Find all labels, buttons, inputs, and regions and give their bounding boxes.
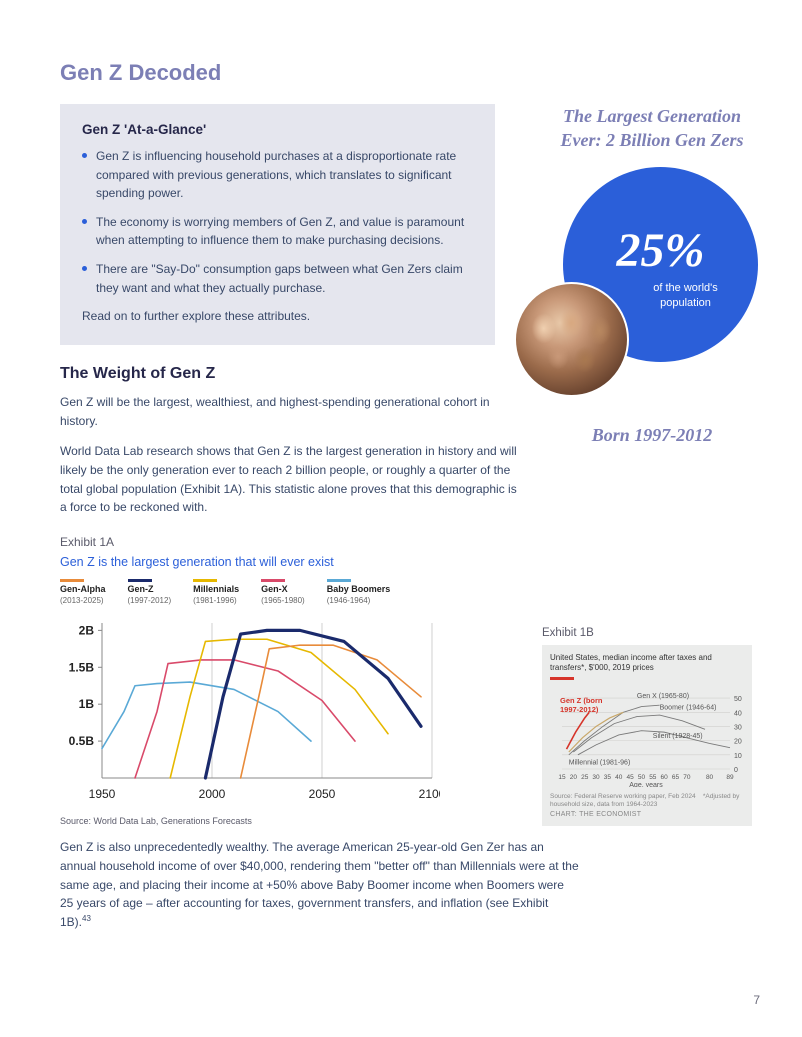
at-a-glance-box: Gen Z 'At-a-Glance' Gen Z is influencing… xyxy=(60,104,495,345)
glance-footer-text: Read on to further explore these attribu… xyxy=(82,307,473,325)
top-content-row: Gen Z 'At-a-Glance' Gen Z is influencing… xyxy=(60,104,752,529)
svg-text:1.5B: 1.5B xyxy=(69,660,95,674)
glance-bullet: There are "Say-Do" consumption gaps betw… xyxy=(82,260,473,297)
svg-text:60: 60 xyxy=(661,774,669,781)
svg-text:20: 20 xyxy=(734,738,742,745)
left-column: Gen Z 'At-a-Glance' Gen Z is influencing… xyxy=(60,104,532,529)
weight-paragraph-2: World Data Lab research shows that Gen Z… xyxy=(60,442,520,516)
caption-left: Source: Federal Reserve working paper, F… xyxy=(550,793,696,800)
exhibit-1a-chart: 1950 2000 2050 2100 0.5B 1B 1.5B 2B Source: Wor… xyxy=(60,615,440,826)
circle-stat-sub: of the world's population xyxy=(641,281,731,311)
footnote-ref: 43 xyxy=(82,914,91,923)
svg-text:55: 55 xyxy=(649,774,657,781)
legend-item: Millennials (1981-1996) xyxy=(193,579,239,605)
svg-text:2000: 2000 xyxy=(199,787,226,801)
exhibit-1a-legend: Gen-Alpha (2013-2025) Gen-Z (1997-2012) … xyxy=(60,579,752,605)
exhibit-1a-label: Exhibit 1A xyxy=(60,535,752,549)
legend-item: Gen-Alpha (2013-2025) xyxy=(60,579,106,605)
glance-bullet: The economy is worrying members of Gen Z… xyxy=(82,213,473,250)
svg-text:Millennial (1981-96): Millennial (1981-96) xyxy=(569,759,630,766)
svg-text:25: 25 xyxy=(581,774,589,781)
charts-row: 19502000205021000.5B1B1.5B2B Source: Wor… xyxy=(60,615,752,827)
svg-text:15: 15 xyxy=(558,774,566,781)
exhibit-1b-chart-card: United States, median income after taxes… xyxy=(542,645,752,827)
svg-text:30: 30 xyxy=(734,724,742,731)
svg-text:40: 40 xyxy=(734,710,742,717)
weight-heading: The Weight of Gen Z xyxy=(60,365,532,383)
glance-bullet-list: Gen Z is influencing household purchases… xyxy=(82,147,473,297)
svg-text:50: 50 xyxy=(734,696,742,703)
svg-text:89: 89 xyxy=(726,774,734,781)
svg-text:45: 45 xyxy=(626,774,634,781)
circle-stat-value: 25% xyxy=(617,227,705,275)
svg-text:Gen Z (born: Gen Z (born xyxy=(560,696,603,705)
svg-text:2B: 2B xyxy=(79,623,95,637)
svg-text:1997-2012): 1997-2012) xyxy=(560,705,599,714)
svg-text:0.5B: 0.5B xyxy=(69,734,95,748)
svg-text:50: 50 xyxy=(638,774,646,781)
svg-text:65: 65 xyxy=(672,774,680,781)
closing-text-body: Gen Z is also unprecedentedly wealthy. T… xyxy=(60,840,579,928)
page-number: 7 xyxy=(753,993,760,1007)
page-title: Gen Z Decoded xyxy=(60,60,752,86)
line-chart-1b: 010203040501520253035404550556065708089A… xyxy=(550,677,744,787)
svg-text:0: 0 xyxy=(734,767,738,774)
exhibit-1b-footer: CHART: THE ECONOMIST xyxy=(550,811,744,818)
legend-item: Gen-X (1965-1980) xyxy=(261,579,305,605)
people-photo xyxy=(514,282,629,397)
svg-text:Gen X (1965-80): Gen X (1965-80) xyxy=(637,693,689,700)
svg-text:Silent (1928-45): Silent (1928-45) xyxy=(653,733,703,740)
sidebar-headline: The Largest Generation Ever: 2 Billion G… xyxy=(552,104,752,153)
legend-item: Baby Boomers (1946-1964) xyxy=(327,579,391,605)
svg-text:10: 10 xyxy=(734,753,742,760)
closing-paragraph: Gen Z is also unprecedentedly wealthy. T… xyxy=(60,838,580,931)
svg-text:40: 40 xyxy=(615,774,623,781)
svg-text:Age, years: Age, years xyxy=(629,782,663,787)
born-range-text: Born 1997-2012 xyxy=(552,425,752,446)
svg-text:1B: 1B xyxy=(79,697,95,711)
sidebar-column: The Largest Generation Ever: 2 Billion G… xyxy=(552,104,752,529)
exhibit-1a-title: Gen Z is the largest generation that wil… xyxy=(60,555,752,569)
glance-bullet: Gen Z is influencing household purchases… xyxy=(82,147,473,203)
line-chart-1a: 1950 2000 2050 2100 0.5B 1B 1.5B 2B xyxy=(60,615,440,810)
svg-text:2050: 2050 xyxy=(309,787,336,801)
svg-text:20: 20 xyxy=(570,774,578,781)
svg-text:30: 30 xyxy=(592,774,600,781)
svg-text:1950: 1950 xyxy=(89,787,116,801)
svg-text:35: 35 xyxy=(604,774,612,781)
exhibit-1b-label: Exhibit 1B xyxy=(542,627,752,639)
svg-text:Boomer (1946-64): Boomer (1946-64) xyxy=(660,704,717,711)
svg-text:80: 80 xyxy=(706,774,714,781)
weight-paragraph-1: Gen Z will be the largest, wealthiest, a… xyxy=(60,393,520,430)
glance-heading: Gen Z 'At-a-Glance' xyxy=(82,122,473,137)
svg-text:70: 70 xyxy=(683,774,691,781)
exhibit-1a-source: Source: World Data Lab, Generations Fore… xyxy=(60,816,440,826)
exhibit-1b-wrap: Exhibit 1B United States, median income … xyxy=(542,627,752,827)
legend-item: Gen-Z (1997-2012) xyxy=(128,579,172,605)
exhibit-1b-caption: Source: Federal Reserve working paper, F… xyxy=(550,793,744,809)
exhibit-1b-title: United States, median income after taxes… xyxy=(550,653,744,673)
stat-circle-group: 25% of the world's population xyxy=(552,167,752,407)
svg-text:2100: 2100 xyxy=(419,787,440,801)
